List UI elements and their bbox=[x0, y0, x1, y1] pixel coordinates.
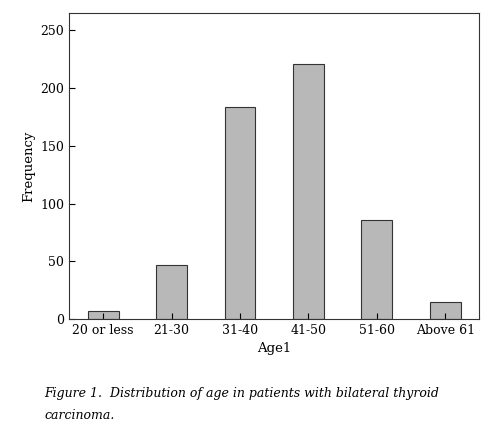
Bar bbox=[293, 64, 324, 319]
Bar bbox=[430, 302, 460, 319]
Text: carcinoma.: carcinoma. bbox=[44, 409, 115, 422]
X-axis label: Age1: Age1 bbox=[257, 343, 291, 355]
Text: Figure 1.  Distribution of age in patients with bilateral thyroid: Figure 1. Distribution of age in patient… bbox=[44, 387, 439, 400]
Bar bbox=[156, 265, 187, 319]
Bar bbox=[362, 220, 392, 319]
Bar bbox=[88, 311, 119, 319]
Bar bbox=[225, 107, 255, 319]
Y-axis label: Frequency: Frequency bbox=[22, 130, 35, 202]
